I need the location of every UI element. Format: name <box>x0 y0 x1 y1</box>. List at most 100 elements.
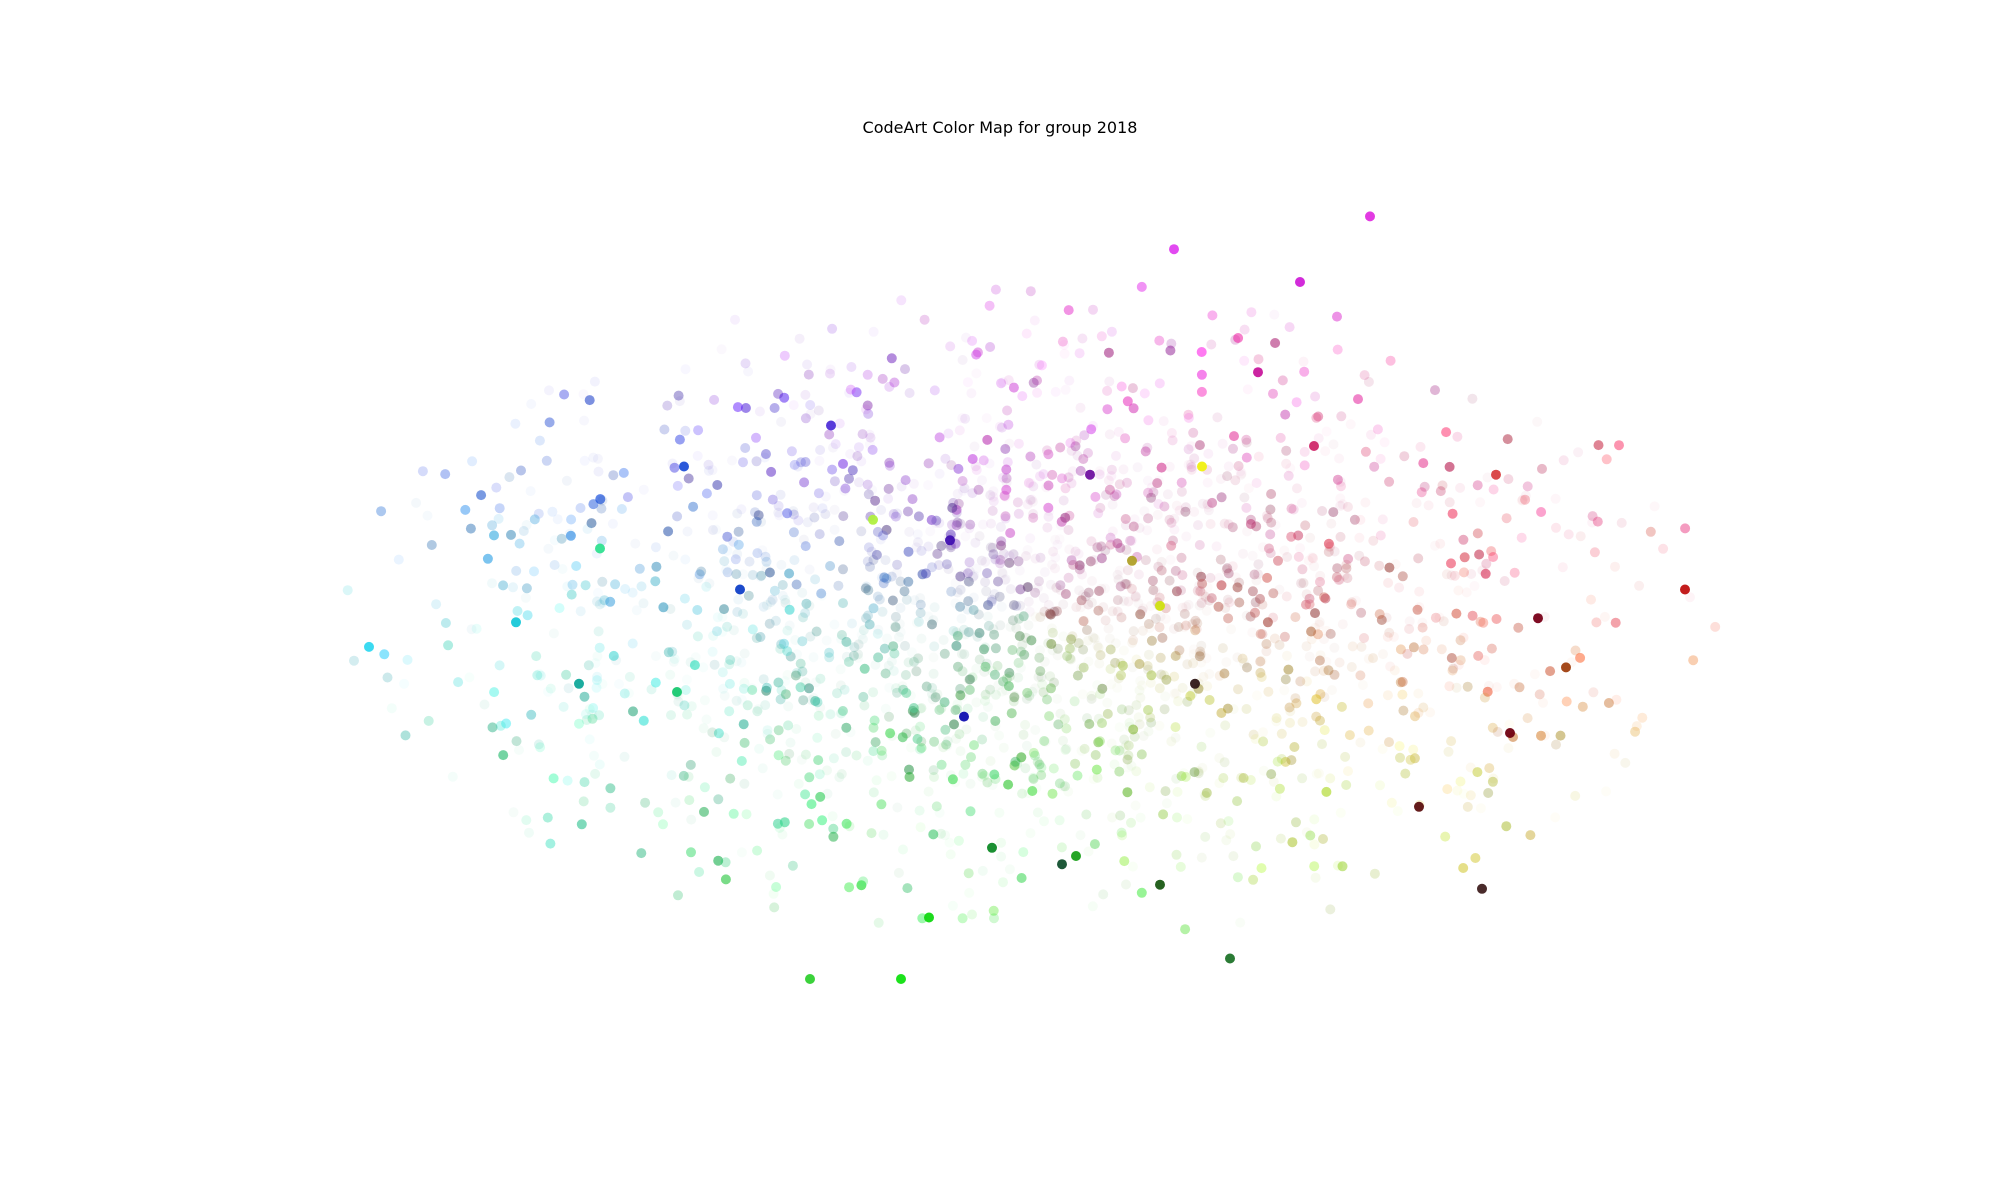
data-point <box>939 648 950 659</box>
data-point <box>1369 868 1380 879</box>
data-point <box>1557 562 1568 573</box>
data-point <box>1570 645 1581 656</box>
data-point <box>1014 565 1025 576</box>
data-point <box>1117 830 1128 841</box>
data-point <box>1216 580 1227 591</box>
data-point <box>894 632 904 642</box>
data-point <box>1282 650 1292 661</box>
data-point <box>1472 480 1483 491</box>
data-point <box>955 690 966 701</box>
data-point <box>736 847 747 858</box>
data-point <box>1410 711 1420 722</box>
data-point <box>1107 499 1118 510</box>
data-point <box>508 807 519 818</box>
data-point <box>954 729 965 740</box>
data-point <box>1283 664 1294 675</box>
highlighted-point <box>1071 851 1081 861</box>
data-point <box>1291 397 1302 408</box>
data-point <box>982 701 993 712</box>
data-point <box>1168 535 1178 546</box>
data-point <box>960 531 971 542</box>
data-point <box>1385 661 1396 672</box>
data-point <box>992 660 1003 671</box>
data-point <box>1130 592 1141 603</box>
data-point <box>901 728 912 739</box>
data-point <box>994 421 1005 432</box>
data-point <box>1339 570 1350 581</box>
data-point <box>895 603 906 613</box>
data-point <box>1145 712 1156 723</box>
data-point <box>931 801 942 812</box>
data-point <box>1487 776 1498 787</box>
data-point <box>1421 635 1432 646</box>
data-point <box>1025 286 1036 297</box>
data-point <box>940 453 951 464</box>
data-point <box>1252 690 1262 701</box>
data-point <box>947 774 958 785</box>
data-point <box>932 548 943 559</box>
data-point <box>1042 445 1052 456</box>
data-point <box>1360 497 1371 508</box>
data-point <box>977 768 988 779</box>
data-point <box>1356 641 1367 652</box>
data-point <box>1137 605 1147 616</box>
data-point <box>1157 632 1168 643</box>
data-point <box>1037 679 1048 690</box>
data-point <box>1001 685 1012 696</box>
data-point <box>521 815 532 826</box>
data-point <box>868 603 879 614</box>
data-point <box>1444 461 1455 472</box>
data-point <box>1182 814 1193 825</box>
data-point <box>1065 654 1076 665</box>
data-point <box>829 476 840 487</box>
data-point <box>1273 555 1283 566</box>
data-point <box>1313 585 1324 596</box>
data-point <box>827 323 838 334</box>
data-point <box>1290 693 1301 704</box>
data-point <box>1233 333 1244 343</box>
data-point <box>1249 569 1260 580</box>
data-point <box>916 633 927 644</box>
data-point <box>824 429 835 440</box>
data-point <box>1340 751 1351 762</box>
data-point <box>739 778 750 789</box>
data-point <box>1223 519 1234 530</box>
data-point <box>803 369 814 380</box>
data-point <box>925 526 936 537</box>
data-point <box>1143 513 1154 524</box>
data-point <box>800 413 811 424</box>
data-point <box>543 686 554 697</box>
highlighted-point <box>1127 555 1137 566</box>
data-point <box>1127 637 1138 648</box>
data-point <box>1035 645 1045 656</box>
data-point <box>592 651 603 662</box>
data-point <box>1079 743 1090 754</box>
data-point <box>711 747 722 757</box>
data-point <box>985 756 996 766</box>
highlighted-point <box>574 678 584 689</box>
data-point <box>1022 545 1033 555</box>
data-point <box>1634 580 1645 591</box>
data-point <box>825 561 836 571</box>
data-point <box>853 442 864 453</box>
data-point <box>548 773 559 784</box>
data-point <box>1104 484 1115 495</box>
data-point <box>1397 571 1408 582</box>
data-point <box>960 759 971 770</box>
data-point <box>828 831 839 842</box>
data-point <box>1043 502 1054 513</box>
data-point <box>679 700 690 711</box>
data-point <box>1064 643 1075 654</box>
data-point <box>1274 584 1285 595</box>
data-point <box>575 606 586 617</box>
data-point <box>1325 904 1336 915</box>
data-point <box>736 756 747 766</box>
data-point <box>1363 698 1374 709</box>
data-point <box>1375 453 1386 464</box>
data-point <box>963 627 974 638</box>
data-point <box>1035 471 1045 482</box>
data-point <box>518 526 529 536</box>
data-point <box>1038 687 1049 698</box>
data-point <box>998 742 1009 753</box>
data-point <box>930 692 941 703</box>
